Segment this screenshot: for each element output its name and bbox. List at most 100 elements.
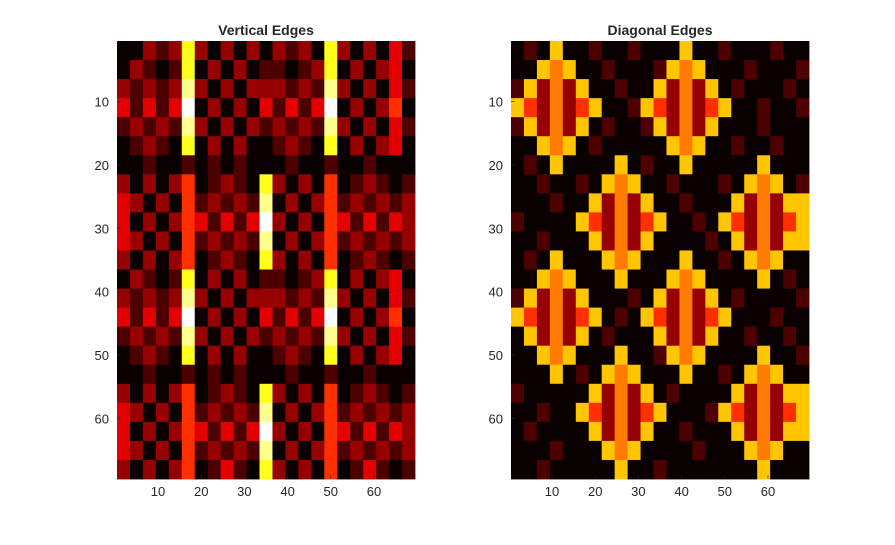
heatmap-cell xyxy=(376,41,390,61)
heatmap-cell xyxy=(298,136,312,156)
heatmap-cell xyxy=(796,212,810,232)
heatmap-cell xyxy=(376,402,390,423)
heatmap-cell xyxy=(311,326,325,347)
heatmap-cell xyxy=(233,212,247,232)
heatmap-cell xyxy=(562,117,577,137)
heatmap-cell xyxy=(181,383,196,404)
heatmap-cell xyxy=(536,326,551,347)
heatmap-cell xyxy=(757,155,771,175)
heatmap-cell xyxy=(588,269,603,289)
heatmap-cell xyxy=(653,250,667,270)
heatmap-cell xyxy=(207,459,222,480)
heatmap-cell xyxy=(337,136,351,156)
heatmap-cell xyxy=(783,98,797,118)
heatmap-cell xyxy=(627,307,641,328)
heatmap-cell xyxy=(272,307,286,328)
heatmap-cell xyxy=(536,402,551,423)
heatmap-cell xyxy=(194,421,209,442)
heatmap-cell xyxy=(692,98,706,118)
heatmap-cell xyxy=(783,193,797,213)
heatmap-cell xyxy=(783,212,797,232)
heatmap-cell xyxy=(272,383,286,404)
heatmap-cell xyxy=(666,41,680,61)
heatmap-cell xyxy=(536,250,551,270)
heatmap-cell xyxy=(588,60,603,80)
heatmap-cell xyxy=(298,193,312,213)
heatmap-cell xyxy=(536,212,551,232)
y-tick-label: 20 xyxy=(489,158,503,173)
heatmap-cell xyxy=(640,193,654,213)
heatmap-cell xyxy=(718,345,732,366)
heatmap-cell xyxy=(783,155,797,175)
heatmap-cell xyxy=(272,98,286,118)
heatmap-cell xyxy=(285,307,299,328)
heatmap-cell xyxy=(155,326,170,347)
heatmap-cell xyxy=(523,402,538,423)
heatmap-cell xyxy=(666,155,680,175)
y-tick-label: 60 xyxy=(489,412,503,427)
heatmap-cell xyxy=(376,440,390,461)
heatmap-cell xyxy=(168,421,183,442)
heatmap-cell xyxy=(181,345,196,366)
heatmap-cell xyxy=(614,383,629,404)
heatmap-cell xyxy=(324,402,338,423)
heatmap-cell xyxy=(575,402,590,423)
heatmap-cell xyxy=(402,383,416,404)
heatmap-cell xyxy=(155,79,170,99)
heatmap-cell xyxy=(511,421,525,442)
heatmap-cell xyxy=(653,383,667,404)
heatmap-cell xyxy=(731,459,745,480)
heatmap-cell xyxy=(246,212,260,232)
heatmap-cell xyxy=(207,98,222,118)
heatmap-cell xyxy=(402,155,416,175)
heatmap-cell xyxy=(337,307,351,328)
heatmap-cell xyxy=(207,326,222,347)
heatmap-cell xyxy=(731,402,745,423)
heatmap-cell xyxy=(155,231,170,251)
heatmap-cell xyxy=(640,326,654,347)
heatmap-cell xyxy=(402,288,416,309)
heatmap-cell xyxy=(246,459,260,480)
heatmap-cell xyxy=(220,174,235,194)
heatmap-cell xyxy=(536,79,551,99)
heatmap-cell xyxy=(536,117,551,137)
y-tick-label: 30 xyxy=(95,221,109,236)
heatmap-cell xyxy=(246,288,260,309)
heatmap-cell xyxy=(757,326,771,347)
heatmap-cell xyxy=(666,326,680,347)
heatmap-cell xyxy=(562,269,577,289)
heatmap-cell xyxy=(129,212,144,232)
heatmap-cell xyxy=(627,288,641,309)
heatmap-cell xyxy=(220,345,235,366)
heatmap-cell xyxy=(402,421,416,442)
heatmap-cell xyxy=(796,402,810,423)
heatmap-cell xyxy=(259,345,273,366)
heatmap-cell xyxy=(549,383,564,404)
heatmap-cell xyxy=(194,345,209,366)
heatmap-cell xyxy=(324,79,338,99)
heatmap-cell xyxy=(562,174,577,194)
heatmap-cell xyxy=(562,421,577,442)
heatmap-cell xyxy=(117,459,131,480)
heatmap-cell xyxy=(692,402,706,423)
heatmap-cell xyxy=(181,307,196,328)
y-tick-label: 40 xyxy=(95,285,109,300)
heatmap-cell xyxy=(363,212,377,232)
heatmap-cell xyxy=(220,269,235,289)
heatmap-cell xyxy=(718,174,732,194)
heatmap-cell xyxy=(549,440,564,461)
heatmap-cell xyxy=(272,212,286,232)
heatmap-cell xyxy=(142,250,157,270)
heatmap-cell xyxy=(601,41,616,61)
heatmap-cell xyxy=(233,174,247,194)
heatmap-cell xyxy=(718,60,732,80)
heatmap-cell xyxy=(363,41,377,61)
heatmap-cell xyxy=(311,193,325,213)
heatmap-cell xyxy=(181,117,196,137)
heatmap-cell xyxy=(168,402,183,423)
heatmap-cell xyxy=(640,60,654,80)
heatmap-cell xyxy=(402,402,416,423)
heatmap-cell xyxy=(692,269,706,289)
heatmap-cell xyxy=(796,288,810,309)
heatmap-cell xyxy=(588,326,603,347)
